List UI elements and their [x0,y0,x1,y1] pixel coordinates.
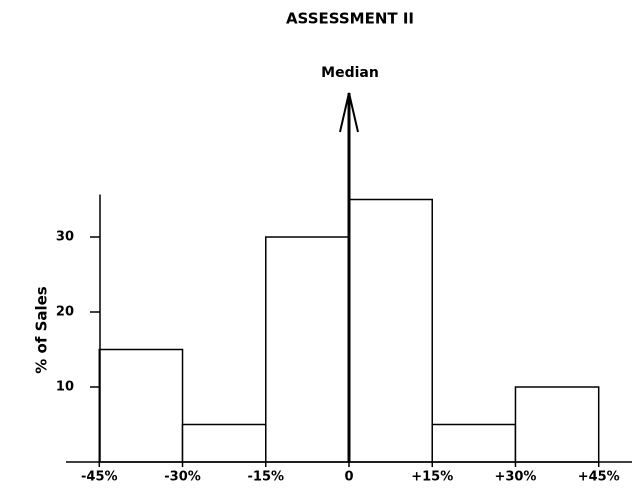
x-tick-label: 0 [344,470,353,485]
bar [98,348,184,463]
bar [265,236,350,463]
y-axis-label: % of Sales [33,286,51,374]
median-label: Median [321,65,379,81]
y-tick-label: 30 [56,230,74,245]
x-tick-label: -45% [81,470,118,485]
x-tick-label: +30% [494,470,536,485]
bar [431,423,517,463]
x-tick-label: +45% [578,470,620,485]
chart-title: ASSESSMENT II [286,10,414,28]
bar [514,386,600,463]
x-tick-label: -15% [248,470,285,485]
y-tick-label: 20 [56,305,74,320]
bar [348,198,433,463]
median-arrow-head [339,92,359,133]
y-tick-label: 10 [56,380,74,395]
bar [181,423,267,463]
x-tick-label: -30% [164,470,201,485]
x-tick-label: +15% [411,470,453,485]
